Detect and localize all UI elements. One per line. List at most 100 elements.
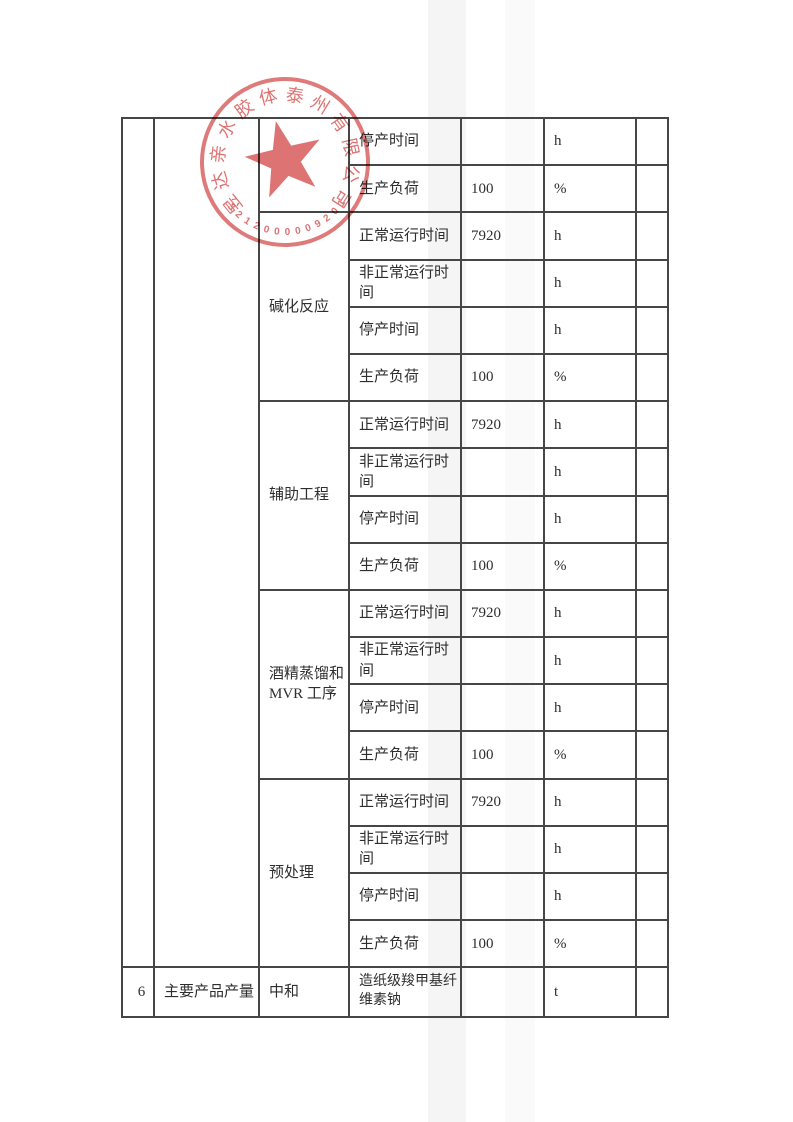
metric-cell: 非正常运行时间: [348, 824, 462, 875]
table-row: 生产负荷 100 %: [122, 541, 669, 591]
table-row: 生产负荷 100 %: [122, 730, 669, 780]
empty-cell: [635, 400, 669, 450]
empty-cell: [635, 683, 669, 733]
table-row: 停产时间 h: [122, 305, 669, 355]
value-cell: [460, 636, 545, 686]
value-cell: [460, 116, 545, 167]
table-row: 停产时间 h: [122, 494, 669, 544]
group-label-cell: 碱化反应: [258, 211, 350, 403]
group-label-cell: 预处理: [258, 777, 350, 969]
empty-cell: [635, 211, 669, 261]
table-row: 碱化反应 正常运行时间 7920 h: [122, 211, 669, 403]
seal-company-char: 州: [306, 91, 333, 119]
unit-cell: %: [543, 541, 637, 591]
value-cell: [460, 447, 545, 497]
unit-cell: h: [543, 777, 637, 827]
metric-cell: 正常运行时间: [348, 211, 462, 261]
value-cell: 100: [460, 919, 545, 969]
empty-cell: [635, 871, 669, 922]
table-row: 停产时间 h: [122, 871, 669, 922]
unit-cell: h: [543, 824, 637, 875]
empty-cell: [635, 777, 669, 827]
value-cell: 100: [460, 352, 545, 403]
metric-cell: 非正常运行时间: [348, 258, 462, 308]
unit-cell: %: [543, 919, 637, 969]
value-cell: [460, 871, 545, 922]
unit-cell: h: [543, 211, 637, 261]
empty-cell: [635, 494, 669, 544]
unit-cell: h: [543, 258, 637, 308]
metric-cell: 正常运行时间: [348, 588, 462, 639]
seal-company-char: 泰: [284, 84, 306, 107]
category-cell: 主要产品产量: [153, 966, 260, 1019]
empty-cell: [635, 541, 669, 591]
table-row: 酒精蒸馏和 MVR 工序 正常运行时间 7920 h: [122, 588, 669, 780]
metric-cell: 生产负荷: [348, 730, 462, 780]
unit-cell: h: [543, 400, 637, 450]
empty-cell: [635, 352, 669, 403]
value-cell: 7920: [460, 588, 545, 639]
table-row: 非正常运行时间 h: [122, 636, 669, 686]
table-row: 非正常运行时间 h: [122, 824, 669, 875]
process-cell: 中和: [258, 966, 350, 1019]
metric-cell: 正常运行时间: [348, 400, 462, 450]
unit-cell: h: [543, 683, 637, 733]
value-cell: 7920: [460, 211, 545, 261]
unit-cell: %: [543, 730, 637, 780]
table-row: 生产负荷 100 %: [122, 352, 669, 403]
table-row: 停产时间 h: [122, 683, 669, 733]
value-cell: [460, 494, 545, 544]
production-hours-table: 停产时间 h 生产负荷 100 % 碱化反应 正常运行时间 7920 h 非正常…: [121, 116, 669, 1019]
table-row: 停产时间 h: [121, 116, 669, 969]
value-cell: [460, 966, 545, 1019]
value-cell: [460, 305, 545, 355]
index-cell: 6: [121, 966, 155, 1019]
empty-cell: [635, 919, 669, 969]
value-cell: 7920: [460, 777, 545, 827]
empty-cell: [635, 447, 669, 497]
unit-cell: h: [543, 116, 637, 167]
seal-company-char: 体: [257, 85, 280, 110]
value-cell: [460, 824, 545, 875]
value-cell: [460, 683, 545, 733]
unit-cell: h: [543, 305, 637, 355]
table-row: 辅助工程 正常运行时间 7920 h: [122, 400, 669, 591]
value-cell: 100: [460, 730, 545, 780]
unit-cell: h: [543, 588, 637, 639]
unit-cell: %: [543, 164, 637, 214]
value-cell: 100: [460, 164, 545, 214]
metric-cell: 非正常运行时间: [348, 447, 462, 497]
metric-cell: 生产负荷: [348, 352, 462, 403]
empty-cell: [635, 588, 669, 639]
empty-cell: [635, 636, 669, 686]
empty-cell: [635, 164, 669, 214]
empty-cell: [635, 258, 669, 308]
table-row: 生产负荷 100 %: [122, 164, 669, 214]
table-row: 预处理 正常运行时间 7920 h: [122, 777, 669, 969]
value-cell: 100: [460, 541, 545, 591]
metric-cell: 停产时间: [348, 116, 462, 167]
table-row: 6 主要产品产量 中和 造纸级羧甲基纤 维素钠 t: [121, 966, 669, 1019]
metric-cell: 生产负荷: [348, 919, 462, 969]
unit-cell: h: [543, 494, 637, 544]
metric-cell: 停产时间: [348, 305, 462, 355]
group-label-cell: 辅助工程: [258, 400, 350, 591]
value-cell: [460, 258, 545, 308]
empty-cell: [635, 824, 669, 875]
metric-cell: 生产负荷: [348, 541, 462, 591]
category-cell: [153, 116, 260, 969]
unit-cell: %: [543, 352, 637, 403]
empty-cell: [635, 730, 669, 780]
metric-cell: 停产时间: [348, 494, 462, 544]
unit-cell: t: [543, 966, 637, 1019]
group-label-cell: [258, 116, 350, 214]
unit-cell: h: [543, 871, 637, 922]
metric-cell: 停产时间: [348, 871, 462, 922]
metric-cell: 生产负荷: [348, 164, 462, 214]
seal-company-text: 昱达亲水胶体泰州有限公司: [196, 73, 366, 218]
metric-cell: 正常运行时间: [348, 777, 462, 827]
index-cell: [121, 116, 155, 969]
empty-cell: [635, 966, 669, 1019]
metric-cell: 停产时间: [348, 683, 462, 733]
